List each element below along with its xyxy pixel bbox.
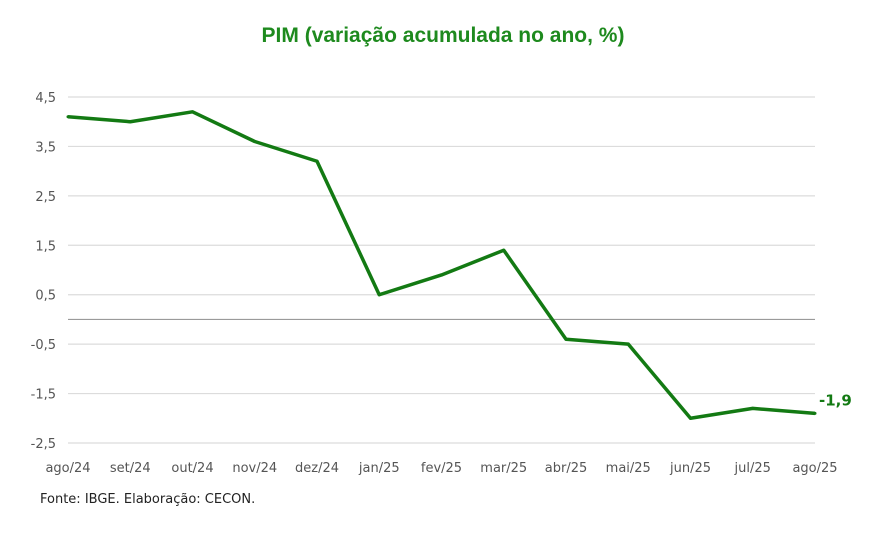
data-point — [813, 411, 817, 415]
x-tick-label: out/24 — [171, 461, 213, 476]
y-tick-label: -2,5 — [31, 437, 56, 452]
x-tick-label: abr/25 — [545, 461, 588, 476]
data-point — [191, 110, 194, 114]
data-point — [315, 159, 319, 163]
y-tick-label: 4,5 — [35, 91, 56, 106]
source-note: Fonte: IBGE. Elaboração: CECON. — [40, 492, 256, 507]
chart-title: PIM (variação acumulada no ano, %) — [261, 24, 625, 47]
x-tick-label: mai/25 — [606, 461, 651, 476]
data-point — [564, 337, 568, 341]
y-tick-label: 2,5 — [35, 190, 56, 205]
y-tick-label: 3,5 — [35, 140, 56, 155]
data-point — [626, 342, 630, 346]
data-point — [377, 293, 381, 297]
x-tick-label: ago/25 — [792, 461, 837, 476]
series-line — [67, 110, 816, 421]
x-tick-label: nov/24 — [232, 461, 277, 476]
x-tick-label: jul/25 — [734, 461, 771, 476]
y-tick-label: 1,5 — [35, 239, 56, 254]
data-label-last: -1,9 — [819, 391, 852, 409]
x-tick-label: jan/25 — [358, 461, 400, 476]
y-tick-label: -1,5 — [31, 388, 56, 403]
x-tick-label: mar/25 — [480, 461, 527, 476]
data-point — [66, 115, 70, 119]
x-tick-label: ago/24 — [45, 461, 90, 476]
x-tick-label: set/24 — [110, 461, 151, 476]
data-point — [689, 416, 692, 420]
x-tick-label: fev/25 — [421, 461, 462, 476]
y-tick-label: 0,5 — [35, 289, 56, 304]
data-point — [253, 139, 257, 143]
data-point — [440, 273, 443, 277]
x-tick-label: jun/25 — [669, 461, 711, 476]
data-point — [751, 406, 755, 410]
y-tick-label: -0,5 — [31, 338, 56, 353]
data-point — [502, 248, 506, 252]
data-point — [128, 120, 132, 124]
x-tick-label: dez/24 — [295, 461, 339, 476]
